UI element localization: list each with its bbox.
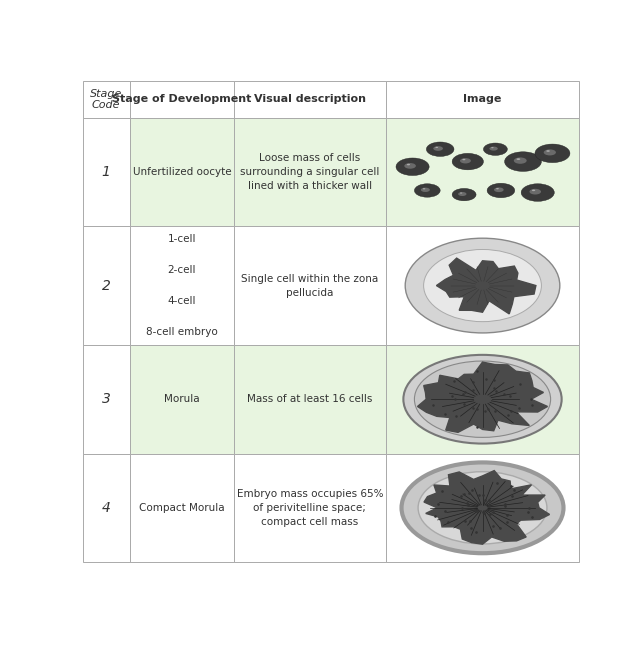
Ellipse shape (487, 183, 515, 197)
Text: Loose mass of cells
surrounding a singular cell
lined with a thicker wall: Loose mass of cells surrounding a singul… (240, 153, 379, 191)
Ellipse shape (407, 164, 410, 165)
Ellipse shape (535, 144, 570, 163)
Ellipse shape (504, 152, 542, 171)
Circle shape (401, 462, 563, 553)
Bar (129, 345, 234, 453)
Ellipse shape (435, 147, 438, 148)
Bar (234, 81, 386, 117)
Circle shape (405, 238, 560, 333)
Text: 1-cell

2-cell

4-cell

8-cell embryo: 1-cell 2-cell 4-cell 8-cell embryo (146, 234, 218, 337)
Text: Compact Morula: Compact Morula (139, 502, 225, 513)
Text: Stage of Development: Stage of Development (112, 94, 252, 104)
Ellipse shape (415, 184, 440, 197)
Ellipse shape (517, 158, 520, 160)
Bar (83, 226, 129, 345)
Circle shape (418, 472, 547, 544)
Ellipse shape (544, 150, 556, 155)
Ellipse shape (462, 159, 465, 160)
Text: 1: 1 (102, 165, 111, 179)
Text: 3: 3 (102, 392, 111, 406)
Text: 2: 2 (102, 279, 111, 293)
Text: Visual description: Visual description (254, 94, 366, 104)
Bar (129, 117, 234, 226)
Ellipse shape (546, 150, 550, 152)
Bar (234, 345, 386, 453)
Text: Stage
Code: Stage Code (90, 89, 122, 110)
Bar (234, 117, 386, 226)
Ellipse shape (458, 192, 467, 196)
Ellipse shape (532, 190, 535, 191)
Bar (234, 226, 386, 345)
Polygon shape (417, 362, 547, 432)
Text: Embryo mass occupies 65%
of perivitelline space;
compact cell mass: Embryo mass occupies 65% of perivitellin… (237, 489, 383, 527)
Ellipse shape (490, 146, 498, 151)
Circle shape (403, 355, 562, 443)
Ellipse shape (426, 142, 454, 156)
Bar (83, 117, 129, 226)
Text: Image: Image (463, 94, 502, 104)
Ellipse shape (421, 188, 430, 192)
Bar (386, 345, 579, 453)
Ellipse shape (494, 188, 504, 192)
Text: 4: 4 (102, 501, 111, 515)
Ellipse shape (529, 189, 541, 195)
Text: Unfertilized oocyte: Unfertilized oocyte (133, 167, 231, 177)
Text: Single cell within the zona
pellucida: Single cell within the zona pellucida (241, 274, 378, 298)
Ellipse shape (521, 184, 554, 201)
Bar (386, 117, 579, 226)
Ellipse shape (491, 147, 494, 148)
Ellipse shape (396, 158, 429, 176)
Polygon shape (437, 258, 536, 314)
Ellipse shape (433, 146, 443, 151)
Bar (83, 453, 129, 562)
Polygon shape (424, 470, 549, 544)
Bar (129, 453, 234, 562)
Ellipse shape (483, 143, 508, 155)
Ellipse shape (452, 188, 476, 201)
Bar (129, 226, 234, 345)
Text: Morula: Morula (164, 394, 200, 404)
Text: Mass of at least 16 cells: Mass of at least 16 cells (247, 394, 372, 404)
Bar (386, 81, 579, 117)
Bar (83, 81, 129, 117)
Bar (129, 81, 234, 117)
Ellipse shape (460, 158, 471, 163)
Ellipse shape (496, 188, 499, 190)
Bar (386, 226, 579, 345)
Ellipse shape (452, 154, 483, 170)
Ellipse shape (423, 188, 426, 190)
Circle shape (415, 361, 551, 438)
Bar (386, 453, 579, 562)
Bar (83, 345, 129, 453)
Ellipse shape (514, 157, 527, 164)
Circle shape (424, 249, 542, 321)
Bar (234, 453, 386, 562)
Ellipse shape (404, 163, 416, 169)
Ellipse shape (460, 192, 462, 194)
